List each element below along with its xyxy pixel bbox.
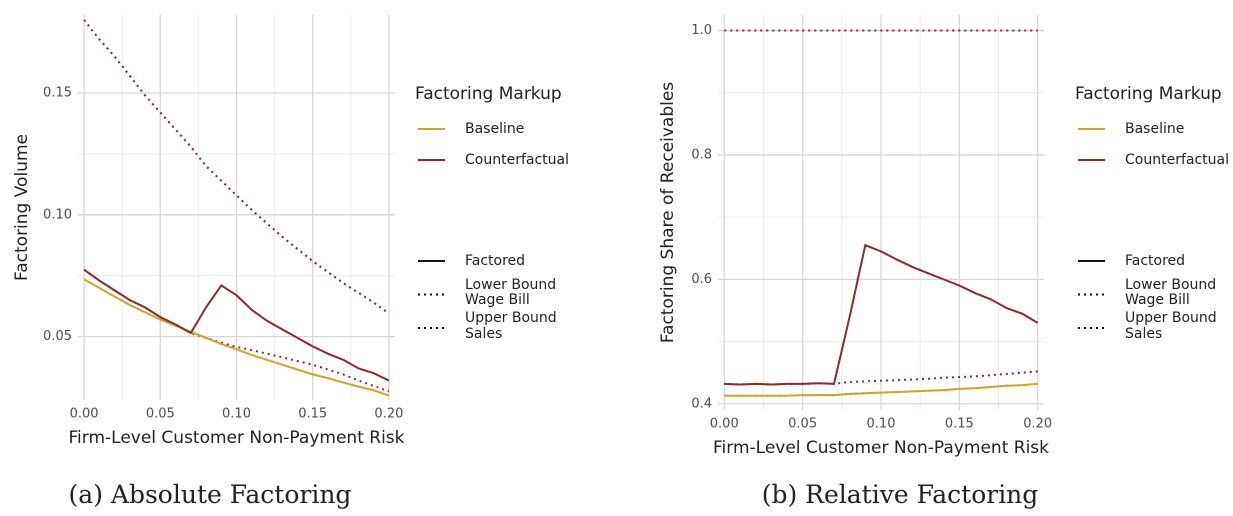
legend-label: Upper Bound — [465, 310, 557, 326]
y-tick-label: 0.10 — [43, 207, 72, 222]
x-tick-label: 0.10 — [867, 417, 896, 432]
x-tick-label: 0.15 — [298, 407, 327, 422]
series-line — [724, 382, 1038, 397]
legend-label: Upper Bound — [1125, 310, 1217, 326]
x-tick-label: 0.00 — [710, 417, 739, 432]
y-tick-label: 1.0 — [691, 23, 712, 38]
legend-label: Counterfactual — [465, 152, 569, 168]
legend-title: Factoring Markup — [1075, 84, 1222, 104]
legend-label: Factored — [465, 253, 525, 269]
legend-label: Factored — [1125, 253, 1185, 269]
legend-label: Counterfactual — [1125, 152, 1229, 168]
x-axis-label: Firm-Level Customer Non-Payment Risk — [713, 438, 1049, 458]
x-tick-label: 0.15 — [945, 417, 974, 432]
legend-label: Baseline — [465, 121, 524, 137]
legend-title: Factoring Markup — [415, 84, 562, 104]
x-tick-label: 0.10 — [222, 407, 251, 422]
legend-label: Sales — [465, 326, 502, 342]
series-line — [83, 268, 390, 382]
series-line — [83, 278, 390, 397]
series-line — [724, 243, 1039, 386]
legend-label: Lower Bound — [465, 277, 556, 293]
y-tick-label: 0.6 — [691, 272, 712, 287]
legend-label: Wage Bill — [1125, 292, 1190, 308]
caption: (b) Relative Factoring — [762, 480, 1039, 509]
x-tick-label: 0.05 — [788, 417, 817, 432]
y-axis-label: Factoring Volume — [12, 134, 32, 281]
x-axis-label: Firm-Level Customer Non-Payment Risk — [69, 428, 405, 448]
legend-label: Sales — [1125, 326, 1162, 342]
y-tick-label: 0.4 — [691, 396, 712, 411]
caption: (a) Absolute Factoring — [69, 480, 352, 509]
legend-label: Wage Bill — [465, 292, 530, 308]
series-line — [724, 370, 1038, 386]
y-tick-label: 0.05 — [43, 329, 72, 344]
x-tick-label: 0.20 — [374, 407, 403, 422]
y-axis-label: Factoring Share of Receivables — [658, 82, 678, 343]
x-tick-label: 0.20 — [1023, 417, 1052, 432]
x-tick-label: 0.00 — [70, 407, 99, 422]
legend-label: Baseline — [1125, 121, 1184, 137]
x-tick-label: 0.05 — [146, 407, 175, 422]
y-tick-label: 0.15 — [43, 85, 72, 100]
legend-label: Lower Bound — [1125, 277, 1216, 293]
y-tick-label: 0.8 — [691, 147, 712, 162]
